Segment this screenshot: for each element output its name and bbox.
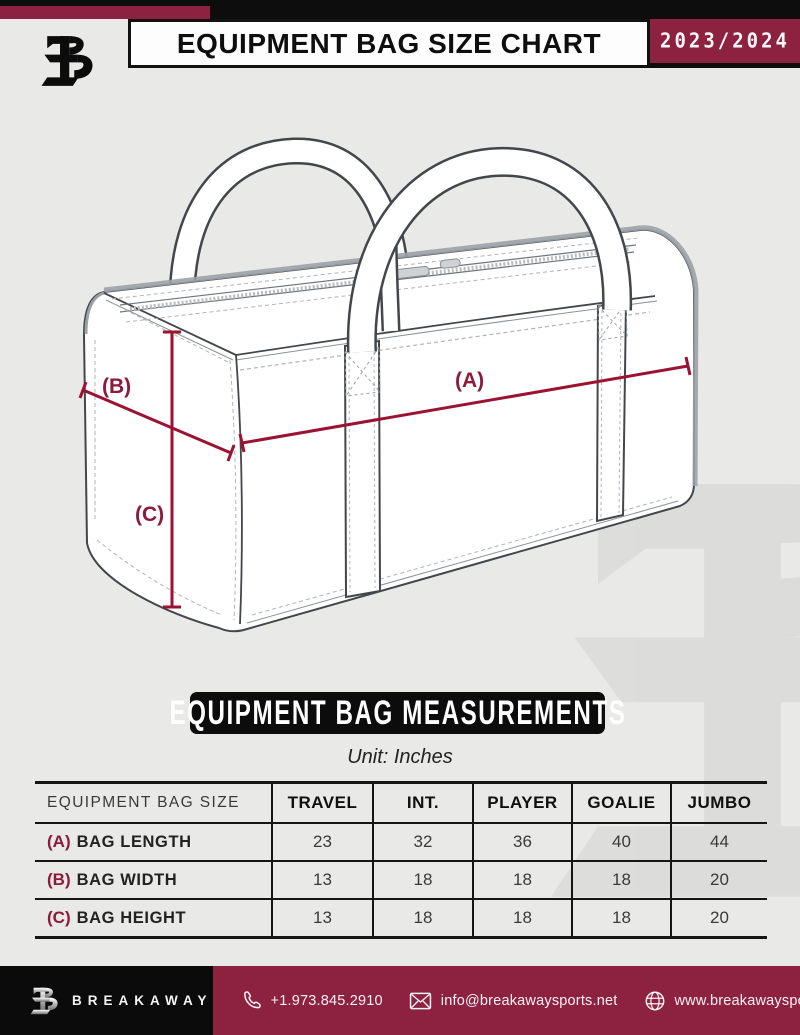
bag-handle-back-leg bbox=[378, 231, 401, 332]
size-table: EQUIPMENT BAG SIZE TRAVEL INT. PLAYER GO… bbox=[35, 781, 767, 939]
cell-value: 20 bbox=[670, 900, 767, 936]
website-contact: www.breakawaysports.net bbox=[644, 990, 800, 1012]
phone-icon bbox=[243, 991, 261, 1009]
row-label-bag-length: BAG LENGTH bbox=[76, 832, 192, 851]
cell-value: 32 bbox=[372, 824, 472, 860]
zipper-pull-icon bbox=[394, 258, 461, 279]
cell-value: 23 bbox=[271, 824, 372, 860]
row-key-a: (A) bbox=[47, 832, 71, 851]
footer-contact-block: +1.973.845.2910 info@breakawaysports.net… bbox=[212, 966, 800, 1035]
column-header-player: PLAYER bbox=[472, 784, 571, 822]
bag-handle-back bbox=[168, 137, 412, 303]
footer-b-logo bbox=[30, 987, 58, 1014]
unit-label: Unit: Inches bbox=[347, 746, 453, 768]
row-label-bag-height: BAG HEIGHT bbox=[76, 908, 187, 927]
phone-contact: +1.973.845.2910 bbox=[241, 990, 383, 1011]
measurements-banner: EQUIPMENT BAG MEASUREMENTS bbox=[169, 692, 624, 734]
dim-label-b: (B) bbox=[102, 375, 131, 398]
column-header-travel: TRAVEL bbox=[271, 784, 372, 822]
cell-value: 18 bbox=[472, 862, 571, 898]
phone-number: +1.973.845.2910 bbox=[270, 992, 383, 1009]
cell-value: 18 bbox=[372, 862, 472, 898]
cell-value: 18 bbox=[571, 862, 670, 898]
dim-label-c: (C) bbox=[135, 503, 164, 526]
size-column-header: EQUIPMENT BAG SIZE bbox=[47, 794, 240, 811]
dim-label-a: (A) bbox=[455, 369, 484, 392]
cell-value: 13 bbox=[271, 900, 372, 936]
row-key-c: (C) bbox=[47, 908, 71, 927]
email-address: info@breakawaysports.net bbox=[440, 992, 618, 1009]
table-row-bag-width: (B) BAG WIDTH 13 18 18 18 20 bbox=[35, 860, 767, 898]
dimension-line-b bbox=[78, 381, 236, 462]
table-row-bag-length: (A) BAG LENGTH 23 32 36 40 44 bbox=[35, 822, 767, 860]
cell-value: 44 bbox=[670, 824, 767, 860]
cell-value: 36 bbox=[472, 824, 571, 860]
title-box: EQUIPMENT BAG SIZE CHART bbox=[128, 19, 650, 68]
dimension-line-c bbox=[163, 330, 181, 609]
dimension-lines bbox=[78, 330, 692, 609]
email-icon bbox=[409, 992, 432, 1009]
row-key-b: (B) bbox=[47, 870, 71, 889]
row-label-bag-width: BAG WIDTH bbox=[76, 870, 178, 889]
measurements-banner-label: EQUIPMENT BAG MEASUREMENTS bbox=[168, 693, 627, 732]
brand-b-logo bbox=[41, 36, 93, 86]
footer-brand-block: BREAKAWAY bbox=[0, 966, 213, 1035]
column-header-jumbo: JUMBO bbox=[670, 784, 767, 822]
bag-front-straps bbox=[343, 300, 628, 599]
website-url: www.breakawaysports.net bbox=[674, 992, 800, 1009]
column-header-int: INT. bbox=[372, 784, 472, 822]
bag-handle-front bbox=[346, 146, 633, 353]
season-label: 2023/2024 bbox=[660, 29, 790, 53]
cell-value: 40 bbox=[571, 824, 670, 860]
cell-value: 18 bbox=[372, 900, 472, 936]
table-header-row: EQUIPMENT BAG SIZE TRAVEL INT. PLAYER GO… bbox=[35, 784, 767, 822]
page-title: EQUIPMENT BAG SIZE CHART bbox=[176, 27, 602, 59]
cell-value: 13 bbox=[271, 862, 372, 898]
cell-value: 20 bbox=[670, 862, 767, 898]
dimension-line-a bbox=[238, 356, 692, 453]
cell-value: 18 bbox=[472, 900, 571, 936]
bag-body bbox=[83, 225, 699, 633]
email-contact: info@breakawaysports.net bbox=[409, 992, 618, 1010]
season-badge: 2023/2024 bbox=[650, 19, 800, 68]
cell-value: 18 bbox=[571, 900, 670, 936]
brand-name: BREAKAWAY bbox=[72, 993, 213, 1008]
footer: BREAKAWAY +1.973.845.2910 info@breakaway… bbox=[0, 966, 800, 1035]
column-header-goalie: GOALIE bbox=[571, 784, 670, 822]
globe-icon bbox=[645, 991, 664, 1010]
top-bar-maroon-strip bbox=[0, 6, 210, 19]
table-row-bag-height: (C) BAG HEIGHT 13 18 18 18 20 bbox=[35, 898, 767, 936]
